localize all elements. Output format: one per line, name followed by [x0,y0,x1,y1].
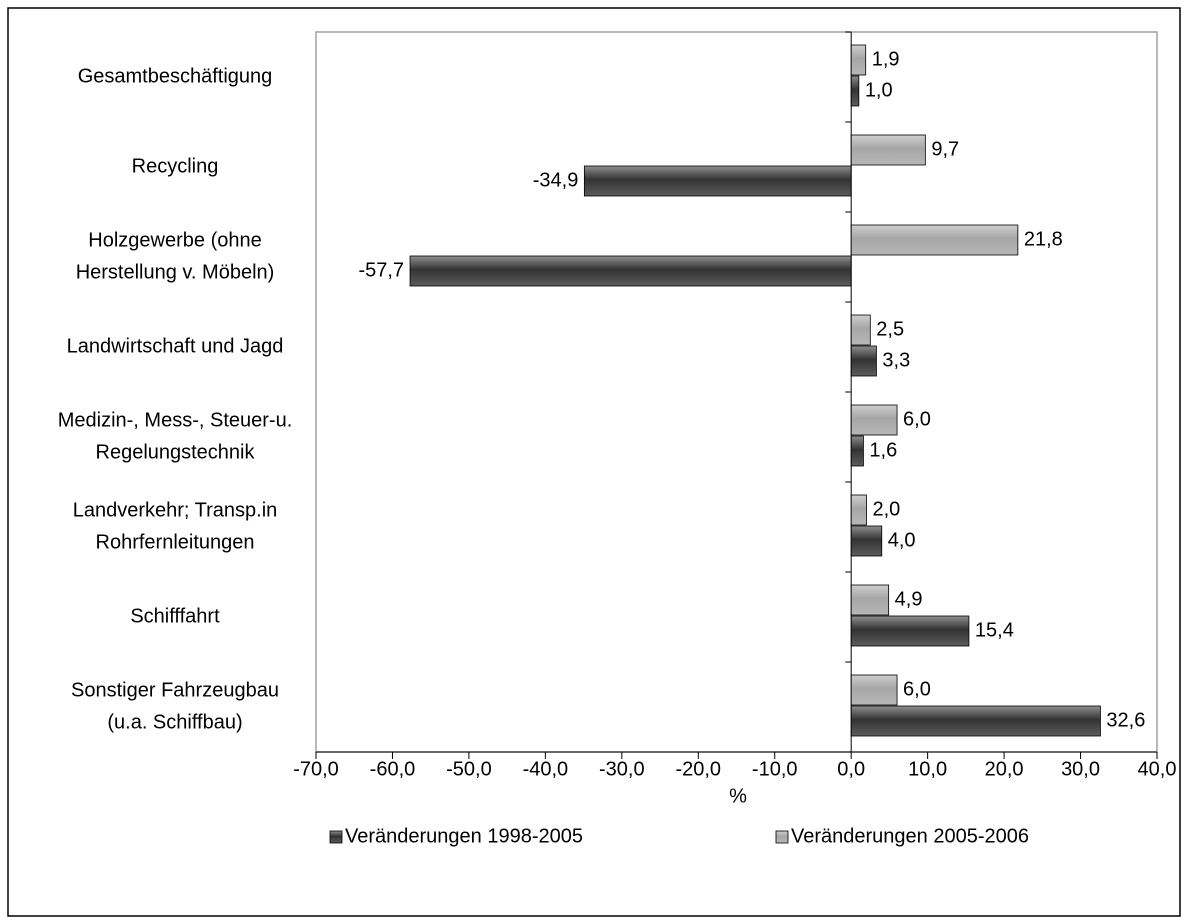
bar [850,494,867,526]
value-label: 15,4 [975,619,1014,641]
value-label: 6,0 [903,408,931,430]
value-label: 9,7 [931,138,959,160]
x-tick-label: 0,0 [837,758,865,780]
value-label: 2,5 [876,318,904,340]
value-label: 21,8 [1024,228,1063,250]
category-label: Gesamtbeschäftigung [78,65,273,87]
x-tick-label: -20,0 [675,758,721,780]
category-label: Regelungstechnik [96,441,256,463]
bar [850,314,871,346]
x-tick-label: -60,0 [370,758,416,780]
x-tick-label: 30,0 [1061,758,1100,780]
bar [850,525,883,557]
bar [850,705,1101,737]
category-label: Holzgewerbe (ohne [88,229,261,251]
x-tick-label: -50,0 [446,758,492,780]
x-tick-label: -70,0 [293,758,339,780]
bar [850,134,926,166]
x-tick-label: 40,0 [1138,758,1177,780]
x-axis-title: % [729,785,747,807]
x-tick-label: 20,0 [985,758,1024,780]
bar [409,255,852,287]
legend-swatch [329,830,343,844]
bar [850,75,860,107]
x-tick-label: 10,0 [908,758,947,780]
bar [850,345,877,377]
bar [850,224,1019,256]
value-label: -57,7 [358,259,404,281]
bar [850,584,890,616]
value-label: 32,6 [1106,709,1145,731]
category-label: (u.a. Schiffbau) [107,711,242,733]
category-label: Rohrfernleitungen [96,531,255,553]
value-label: 4,0 [888,529,916,551]
chart-frame [7,7,1181,917]
legend-label: Veränderungen 2005-2006 [791,825,1029,847]
category-label: Herstellung v. Möbeln) [76,261,275,283]
category-label: Schifffahrt [130,605,220,627]
legend-swatch [775,830,789,844]
value-label: 1,9 [872,48,900,70]
bar [850,674,898,706]
bar [850,615,970,647]
x-tick-label: -10,0 [752,758,798,780]
legend-label: Veränderungen 1998-2005 [345,825,583,847]
value-label: 6,0 [903,678,931,700]
category-label: Medizin-, Mess-, Steuer-u. [58,409,293,431]
bar [583,165,852,197]
category-label: Landverkehr; Transp.in [73,499,278,521]
x-tick-label: -40,0 [523,758,569,780]
bar [850,44,867,76]
value-label: 1,0 [865,79,893,101]
category-label: Sonstiger Fahrzeugbau [71,679,279,701]
value-label: 1,6 [869,439,897,461]
value-label: -34,9 [533,169,579,191]
value-label: 2,0 [872,498,900,520]
value-label: 4,9 [895,588,923,610]
x-tick-label: -30,0 [599,758,645,780]
value-label: 3,3 [882,349,910,371]
bar [850,435,864,467]
bar [850,404,898,436]
category-label: Landwirtschaft und Jagd [67,335,284,357]
category-label: Recycling [132,155,219,177]
